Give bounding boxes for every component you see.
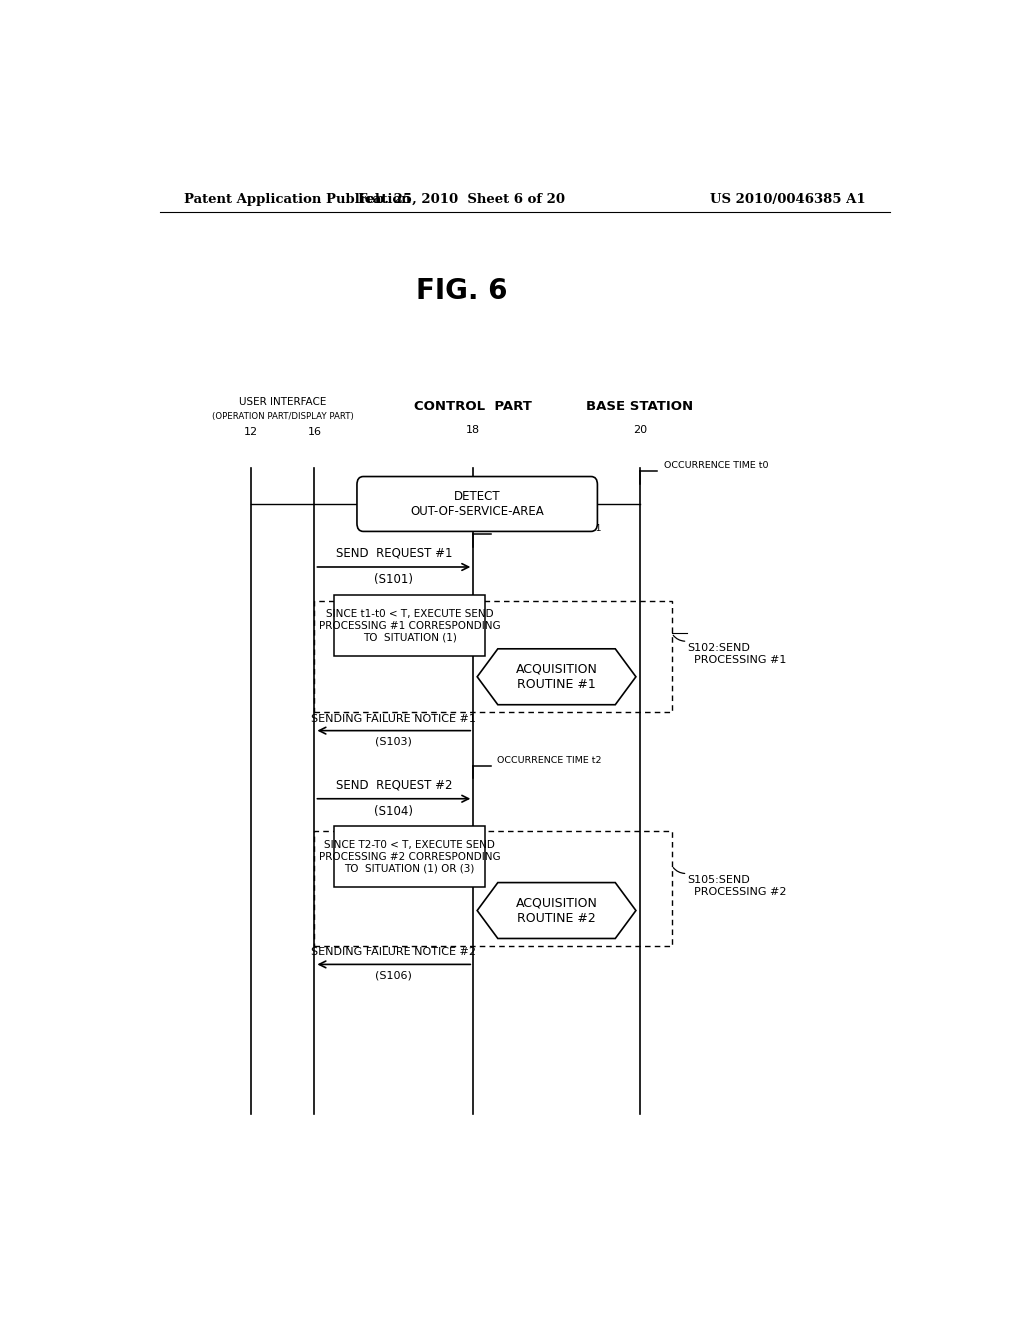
Text: S102:SEND
  PROCESSING #1: S102:SEND PROCESSING #1 — [687, 643, 786, 665]
Text: SEND  REQUEST #1: SEND REQUEST #1 — [336, 546, 453, 560]
Text: 18: 18 — [466, 425, 480, 434]
Text: US 2010/0046385 A1: US 2010/0046385 A1 — [711, 193, 866, 206]
Text: ACQUISITION
ROUTINE #2: ACQUISITION ROUTINE #2 — [516, 896, 597, 924]
Text: SEND  REQUEST #2: SEND REQUEST #2 — [336, 779, 453, 792]
Text: 12: 12 — [244, 426, 258, 437]
Text: OCCURRENCE TIME t2: OCCURRENCE TIME t2 — [497, 756, 601, 766]
Bar — [314, 601, 672, 713]
Polygon shape — [477, 649, 636, 705]
Text: SENDING FAILURE NOTICE #1: SENDING FAILURE NOTICE #1 — [311, 714, 476, 723]
FancyBboxPatch shape — [357, 477, 597, 532]
Polygon shape — [477, 883, 636, 939]
Text: USER INTERFACE: USER INTERFACE — [239, 397, 327, 408]
Text: (S106): (S106) — [376, 970, 413, 981]
Text: (S101): (S101) — [375, 573, 414, 586]
Text: ACQUISITION
ROUTINE #1: ACQUISITION ROUTINE #1 — [516, 663, 597, 690]
Text: OCCURRENCE TIME t0: OCCURRENCE TIME t0 — [664, 462, 768, 470]
Text: Patent Application Publication: Patent Application Publication — [183, 193, 411, 206]
Text: SINCE T2-T0 < T, EXECUTE SEND
PROCESSING #2 CORRESPONDING
TO  SITUATION (1) OR (: SINCE T2-T0 < T, EXECUTE SEND PROCESSING… — [318, 840, 501, 874]
Text: S105:SEND
  PROCESSING #2: S105:SEND PROCESSING #2 — [687, 875, 787, 898]
Text: 20: 20 — [633, 425, 647, 434]
Text: 16: 16 — [307, 426, 322, 437]
Text: SENDING FAILURE NOTICE #2: SENDING FAILURE NOTICE #2 — [311, 948, 476, 957]
Text: BASE STATION: BASE STATION — [587, 400, 693, 412]
Bar — [334, 595, 485, 656]
Text: CONTROL  PART: CONTROL PART — [415, 400, 532, 412]
Bar — [314, 832, 672, 946]
Text: DETECT
OUT-OF-SERVICE-AREA: DETECT OUT-OF-SERVICE-AREA — [411, 490, 544, 517]
Text: SINCE t1-t0 < T, EXECUTE SEND
PROCESSING #1 CORRESPONDING
TO  SITUATION (1): SINCE t1-t0 < T, EXECUTE SEND PROCESSING… — [318, 610, 501, 643]
Text: OCCURRENCE TIME t1: OCCURRENCE TIME t1 — [497, 524, 601, 533]
Text: Feb. 25, 2010  Sheet 6 of 20: Feb. 25, 2010 Sheet 6 of 20 — [357, 193, 565, 206]
Text: (S104): (S104) — [375, 805, 414, 818]
Text: FIG. 6: FIG. 6 — [416, 276, 507, 305]
Bar — [334, 826, 485, 887]
Text: (OPERATION PART/DISPLAY PART): (OPERATION PART/DISPLAY PART) — [212, 412, 353, 421]
Text: (S103): (S103) — [376, 737, 413, 747]
